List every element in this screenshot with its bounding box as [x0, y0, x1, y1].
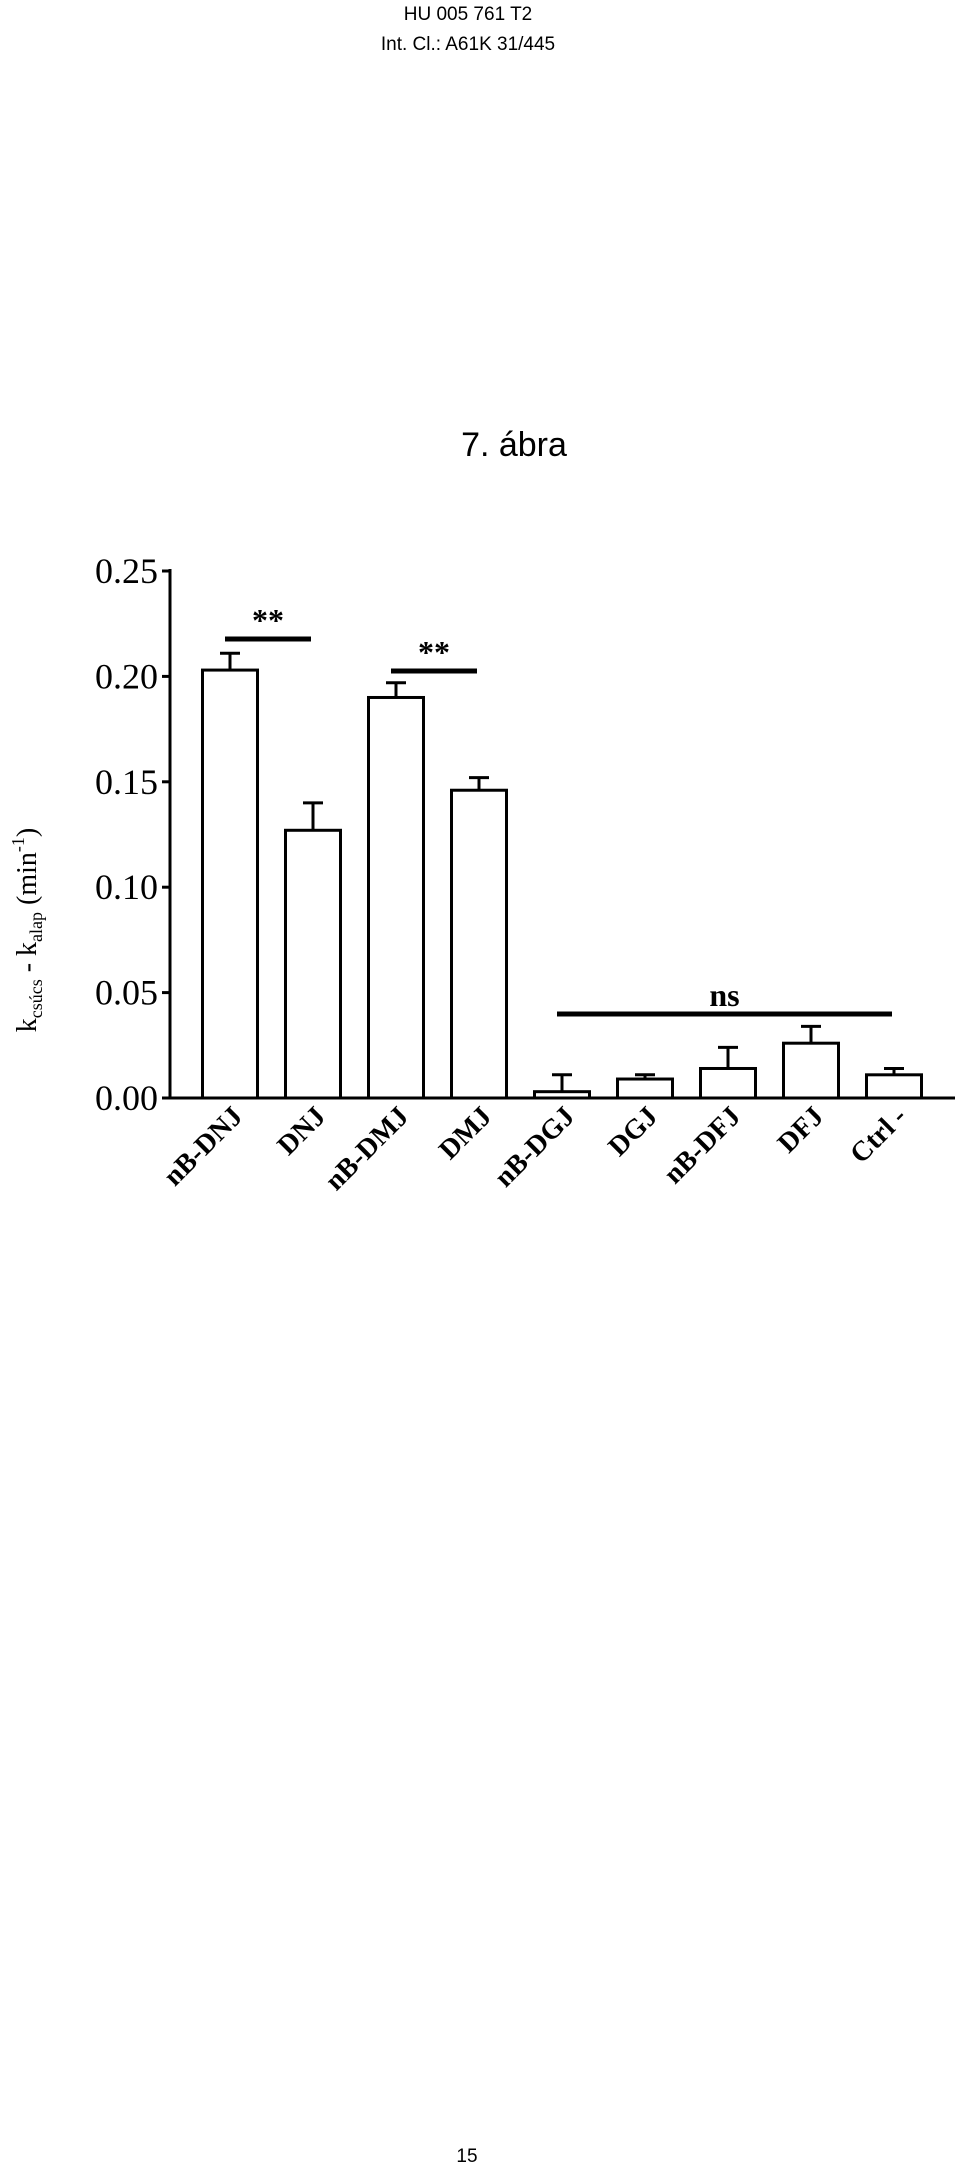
y-tick-label: 0.15: [95, 762, 158, 802]
significance-label: **: [418, 634, 450, 670]
y-tick-label: 0.20: [95, 656, 158, 696]
y-axis-label: kcsúcs - kalap (min-1): [8, 828, 46, 1033]
x-tick-label: nB-DMJ: [319, 1101, 415, 1197]
y-tick-label: 0.25: [95, 551, 158, 591]
y-tick-label: 0.05: [95, 973, 158, 1013]
bar: [201, 668, 259, 1100]
header-line: Int. Cl.: A61K 31/445: [381, 34, 555, 55]
bar: [616, 1077, 674, 1100]
bar: [533, 1090, 591, 1100]
x-tick-label: nB-DGJ: [489, 1101, 581, 1193]
y-label-part: alap: [26, 912, 46, 942]
figure-label: 7. ábra: [461, 426, 567, 464]
x-tick-label: DGJ: [602, 1101, 664, 1163]
bar: [367, 695, 425, 1100]
x-tick-label: DMJ: [433, 1101, 498, 1166]
header-line: HU 005 761 T2: [404, 4, 533, 25]
bar: [450, 788, 508, 1100]
x-tick-label: Ctrl -: [844, 1101, 913, 1170]
significance-label: ns: [709, 977, 739, 1013]
bar: [284, 828, 342, 1100]
x-tick-label: nB-DFJ: [658, 1101, 747, 1190]
significance-label: **: [252, 602, 284, 638]
y-label-part: ): [12, 828, 43, 837]
bar: [865, 1073, 923, 1100]
y-label-part: k: [12, 1018, 43, 1032]
x-tick-label: DFJ: [772, 1101, 830, 1159]
x-tick-label: nB-DNJ: [158, 1101, 249, 1192]
y-label-part: (min: [12, 852, 43, 912]
bar: [699, 1066, 757, 1100]
x-tick-label: DNJ: [272, 1101, 332, 1161]
y-tick-label: 0.00: [95, 1078, 158, 1118]
bar: [782, 1041, 840, 1100]
y-tick-label: 0.10: [95, 867, 158, 907]
y-label-part: csúcs: [26, 979, 46, 1018]
y-label-part: - k: [12, 942, 43, 979]
page-number: 15: [456, 2146, 477, 2167]
y-label-part: -1: [8, 837, 28, 852]
